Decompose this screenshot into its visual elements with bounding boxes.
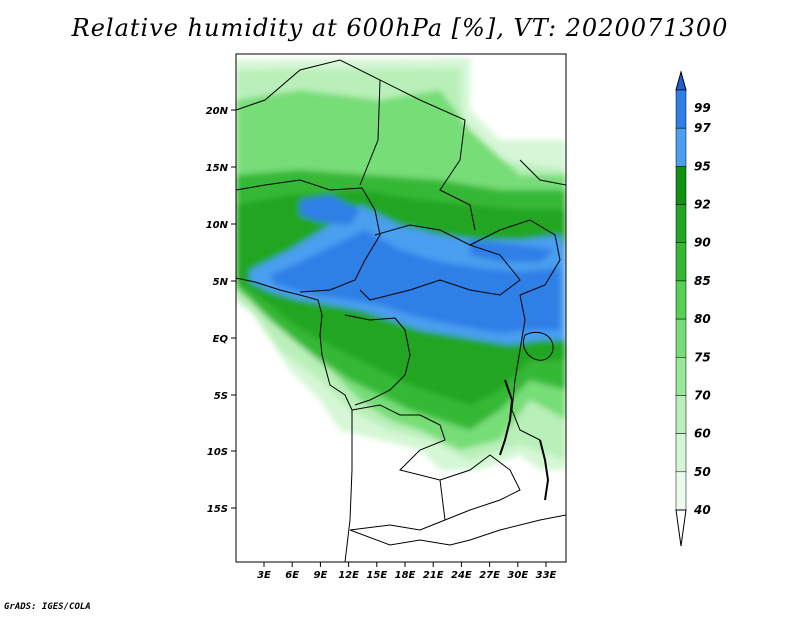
map-frame bbox=[235, 53, 567, 563]
rh-contour-99 bbox=[300, 195, 360, 225]
colorbar-swatch bbox=[675, 318, 687, 358]
colorbar-label: 40 bbox=[693, 503, 711, 517]
lake-malawi bbox=[539, 439, 550, 501]
colorbar-swatch bbox=[675, 471, 687, 511]
lat-label: 10S bbox=[207, 447, 228, 458]
lon-label: 9E bbox=[314, 570, 328, 581]
boundary-congo-drc bbox=[344, 314, 411, 406]
colorbar-top-arrow bbox=[675, 70, 687, 91]
colorbar-swatch bbox=[675, 166, 687, 205]
humidity-field bbox=[236, 54, 566, 562]
colorbar-swatch bbox=[675, 280, 687, 320]
lon-label: 27E bbox=[479, 570, 500, 581]
boundary-angola bbox=[349, 404, 446, 531]
colorbar-label: 97 bbox=[694, 121, 711, 135]
colorbar-bottom-arrow bbox=[675, 509, 687, 547]
boundary-chad-sudan bbox=[379, 79, 476, 231]
lon-label: 24E bbox=[451, 570, 472, 581]
lat-label: 10N bbox=[206, 220, 229, 231]
lat-label: 5N bbox=[213, 277, 229, 288]
boundary-niger-chad bbox=[236, 59, 381, 186]
credit-text: GrADS: IGES/COLA bbox=[4, 602, 91, 612]
lon-label: 15E bbox=[366, 570, 387, 581]
colorbar-label: 95 bbox=[694, 159, 711, 173]
lon-label: 6E bbox=[285, 570, 299, 581]
colorbar-label: 70 bbox=[694, 388, 711, 402]
boundary-nigeria bbox=[236, 179, 381, 293]
boundary-ethiopia bbox=[519, 159, 566, 186]
lake-victoria bbox=[523, 331, 554, 361]
colorbar-label: 92 bbox=[694, 198, 711, 212]
colorbar-label: 60 bbox=[694, 427, 711, 441]
longitude-axis: 3E 6E 9E 12E 15E 18E 21E 24E 27E 30E 33E bbox=[257, 562, 557, 581]
lon-label: 18E bbox=[395, 570, 416, 581]
colorbar-swatch bbox=[675, 89, 687, 129]
lon-label: 3E bbox=[257, 570, 271, 581]
boundary-south bbox=[349, 514, 566, 546]
lat-label: 20N bbox=[206, 106, 229, 117]
boundary-zambia bbox=[439, 454, 521, 521]
colorbar-swatch bbox=[675, 433, 687, 473]
colorbar-swatch bbox=[675, 127, 687, 167]
colorbar-label: 80 bbox=[694, 312, 711, 326]
map-title: Relative humidity at 600hPa [%], VT: 202… bbox=[71, 14, 729, 42]
coastline-west bbox=[236, 277, 353, 562]
lat-label: 5S bbox=[214, 391, 228, 402]
latitude-axis: 20N 15N 10N 5N EQ 5S 10S 15S bbox=[206, 106, 236, 515]
boundary-ssudan bbox=[469, 219, 561, 296]
lat-label: 15S bbox=[207, 504, 228, 515]
colorbar-swatch bbox=[675, 204, 687, 243]
colorbar-swatch bbox=[675, 242, 687, 282]
boundary-car bbox=[359, 224, 521, 301]
lat-label: 15N bbox=[206, 163, 229, 174]
lat-label: EQ bbox=[213, 334, 229, 345]
lake-tanganyika bbox=[499, 379, 514, 456]
colorbar-label: 75 bbox=[694, 350, 711, 364]
lon-label: 33E bbox=[536, 570, 557, 581]
lon-label: 30E bbox=[507, 570, 528, 581]
lon-label: 21E bbox=[423, 570, 444, 581]
rh-contour-97 bbox=[270, 230, 560, 333]
colorbar-label: 85 bbox=[694, 274, 711, 288]
colorbar-label: 90 bbox=[694, 236, 711, 250]
country-boundaries bbox=[236, 59, 566, 562]
rh-contour-99-east bbox=[470, 240, 555, 262]
colorbar-label: 99 bbox=[694, 101, 711, 115]
colorbar-label: 50 bbox=[694, 465, 711, 479]
colorbar-swatch bbox=[675, 357, 687, 396]
colorbar-swatch bbox=[675, 395, 687, 434]
colorbar: 99 97 95 92 90 85 80 75 70 60 50 40 bbox=[675, 70, 711, 547]
lon-label: 12E bbox=[338, 570, 359, 581]
boundary-drc-east bbox=[511, 294, 541, 441]
